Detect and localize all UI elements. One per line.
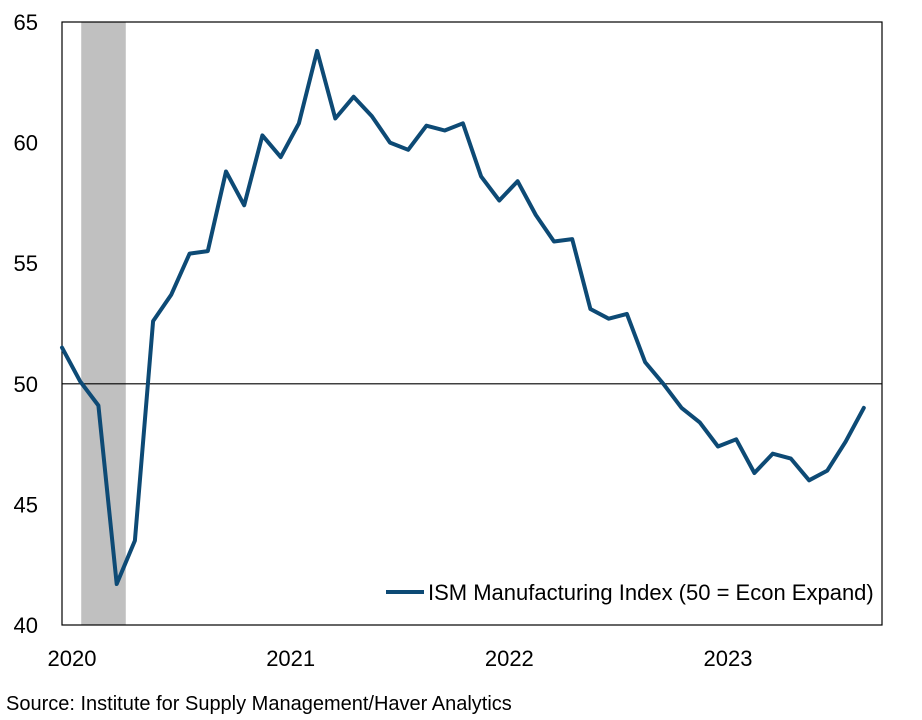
y-tick-label: 60 [14,131,38,156]
x-tick-labels: 2020 2021 2022 2023 [48,646,753,671]
source-note: Source: Institute for Supply Management/… [6,693,512,715]
x-tick-label: 2023 [704,646,753,671]
x-tick-label: 2022 [485,646,534,671]
y-tick-label: 50 [14,372,38,397]
plot-frame [61,21,883,626]
recession-band [81,22,126,625]
series-line [60,48,866,586]
y-tick-label: 55 [14,251,38,276]
series-layer [60,48,866,586]
x-tick-label: 2021 [266,646,315,671]
legend: ISM Manufacturing Index (50 = Econ Expan… [386,580,874,605]
legend-label: ISM Manufacturing Index (50 = Econ Expan… [428,580,874,605]
y-tick-label: 45 [14,492,38,517]
plot-frame-layer [61,21,883,626]
y-tick-labels: 40 45 50 55 60 65 [14,10,38,638]
y-tick-label: 65 [14,10,38,35]
recession-layer [81,22,126,625]
x-tick-label: 2020 [48,646,97,671]
y-tick-label: 40 [14,613,38,638]
